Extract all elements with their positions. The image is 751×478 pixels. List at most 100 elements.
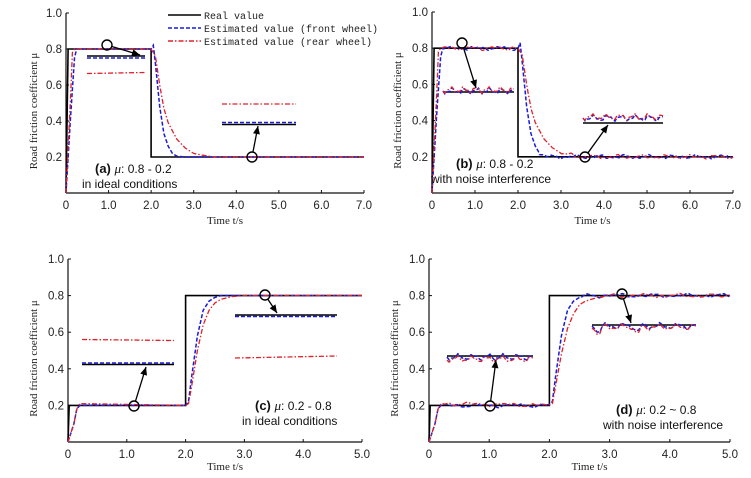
series-rear-line xyxy=(428,292,731,443)
zoom-circle-marker xyxy=(579,151,591,163)
y-tick-label: 0.4 xyxy=(48,364,65,376)
y-tick-label: 0.6 xyxy=(412,79,428,91)
inset-rear-line xyxy=(446,354,534,364)
condition-range: : 0.2 - 0.8 xyxy=(281,399,332,413)
x-tick-label: 6.0 xyxy=(682,200,698,212)
zoom-circle-marker xyxy=(128,400,140,412)
x-tick-label: 3.0 xyxy=(236,449,252,461)
zoom-arrow-head xyxy=(140,367,147,376)
inset-rear-line xyxy=(591,323,697,336)
x-tick-label: 6.0 xyxy=(313,200,329,212)
series-rear-line xyxy=(431,45,734,194)
y-tick-label: 0.8 xyxy=(48,291,64,303)
y-axis-label: Road friction coefficient μ xyxy=(389,300,401,417)
panel-label: (d) xyxy=(616,402,636,417)
mu-symbol: μ xyxy=(635,402,643,417)
x-tick-label: 2.0 xyxy=(143,200,159,212)
zoom-inset xyxy=(81,338,175,412)
x-tick-label: 1.0 xyxy=(467,200,483,212)
x-tick-label: 5.0 xyxy=(722,449,738,461)
x-tick-label: 7.0 xyxy=(725,200,741,212)
inset-rear-line xyxy=(442,85,515,95)
y-tick-label: 1.0 xyxy=(409,254,425,266)
y-tick-label: 0.8 xyxy=(409,291,425,303)
zoom-inset xyxy=(234,289,338,359)
zoom-circle-marker xyxy=(259,289,271,301)
y-tick-label: 0.2 xyxy=(46,152,62,164)
x-tick-label: 4.0 xyxy=(228,200,244,212)
y-tick-label: 0.4 xyxy=(409,364,426,376)
zoom-circle-marker xyxy=(246,151,258,163)
x-tick-label: 2.0 xyxy=(178,449,194,461)
x-axis-label: Time t/s xyxy=(207,461,243,473)
panel-annotation: (c) μ: 0.2 - 0.8 xyxy=(255,398,332,413)
zoom-inset xyxy=(446,352,534,412)
zoom-inset xyxy=(442,37,515,96)
x-tick-label: 4.0 xyxy=(295,449,311,461)
mu-symbol: μ xyxy=(475,156,483,171)
x-axis-label: Time t/s xyxy=(572,461,608,473)
x-tick-label: 1.0 xyxy=(101,200,117,212)
x-tick-label: 0 xyxy=(426,449,432,461)
condition-text: with noise interference xyxy=(602,418,723,432)
zoom-inset xyxy=(86,39,146,75)
condition-text: with noise interference xyxy=(430,172,551,186)
panel-label: (c) xyxy=(255,398,275,413)
series-front-line xyxy=(428,292,731,443)
series-front-line xyxy=(67,294,362,443)
zoom-arrow-head xyxy=(131,49,140,57)
zoom-circle-marker xyxy=(101,39,113,51)
series-rear-line xyxy=(65,48,364,194)
panel-label: (b) xyxy=(456,156,476,171)
x-tick-label: 4.0 xyxy=(662,449,678,461)
panel-a: 0.2 0.4 0.6 0.8 1.0 0 1.0 2.0 3.0 4.0 5.0 6.0 7.0 Tim… xyxy=(28,8,372,227)
x-tick-label: 4.0 xyxy=(596,200,612,212)
condition-text: in ideal conditions xyxy=(82,177,177,191)
series-front-line xyxy=(431,42,734,194)
mu-symbol: μ xyxy=(274,398,282,413)
y-tick-label: 0.4 xyxy=(412,116,429,128)
inset-rear-line xyxy=(86,71,146,75)
panel-label: (a) xyxy=(95,161,115,176)
inset-front-line xyxy=(591,321,697,333)
inset-rear-line xyxy=(81,338,175,342)
zoom-arrow-head xyxy=(253,126,260,135)
zoom-inset xyxy=(222,103,296,163)
y-tick-label: 0.6 xyxy=(409,327,425,339)
series-front-line xyxy=(65,43,364,194)
condition-range: : 0.2 ~ 0.8 xyxy=(643,403,697,417)
panel-d: 0.2 0.4 0.6 0.8 1.0 0 1.0 2.0 3.0 4.0 5.0 Time t/s R… xyxy=(389,254,738,473)
x-tick-label: 2.0 xyxy=(510,200,526,212)
zoom-circle-marker xyxy=(616,288,628,300)
x-tick-label: 2.0 xyxy=(541,449,557,461)
legend: Real value Estimated value (front wheel)… xyxy=(168,11,378,49)
y-axis-label: Road friction coefficient μ xyxy=(28,53,40,170)
inset-rear-line xyxy=(234,355,338,359)
x-tick-label: 3.0 xyxy=(602,449,618,461)
x-tick-label: 3.0 xyxy=(553,200,569,212)
y-tick-label: 0.6 xyxy=(46,80,62,92)
x-tick-label: 0 xyxy=(63,200,69,212)
zoom-arrow-head xyxy=(625,314,632,323)
zoom-circle-marker xyxy=(456,37,468,49)
x-tick-label: 1.0 xyxy=(481,449,497,461)
x-tick-label: 0 xyxy=(65,449,71,461)
x-tick-label: 1.0 xyxy=(119,449,135,461)
y-axis-label: Road friction coefficient μ xyxy=(392,52,404,169)
x-axis-label: Time t/s xyxy=(207,215,243,227)
y-tick-label: 1.0 xyxy=(48,254,64,266)
zoom-inset xyxy=(579,112,664,163)
zoom-arrow-head xyxy=(491,360,499,369)
x-tick-label: 5.0 xyxy=(354,449,370,461)
y-tick-label: 0.2 xyxy=(409,400,425,412)
x-tick-label: 5.0 xyxy=(639,200,655,212)
panel-b: 0.2 0.4 0.6 0.8 1.0 0 1.0 2.0 3.0 4.0 5.0 6.0 7.0 Tim… xyxy=(392,7,741,227)
panel-annotation: (b) μ: 0.8 - 0.2 xyxy=(456,156,534,171)
x-tick-label: 7.0 xyxy=(356,200,372,212)
zoom-arrow-head xyxy=(600,125,608,134)
y-tick-label: 0.4 xyxy=(46,116,63,128)
zoom-inset xyxy=(591,288,697,336)
legend-label-rear: Estimated value (rear wheel) xyxy=(204,37,372,49)
legend-label-front: Estimated value (front wheel) xyxy=(204,24,378,36)
